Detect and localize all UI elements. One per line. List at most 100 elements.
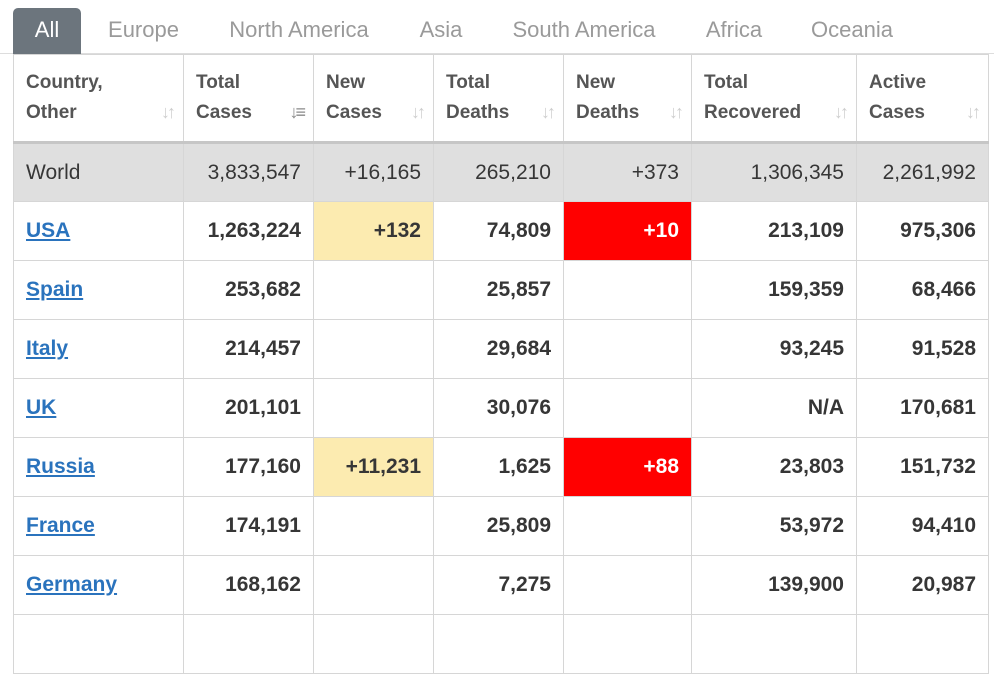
total-cases-cell: 201,101 (183, 378, 314, 438)
header-total-cases-line1: Total (196, 72, 240, 93)
country-link-uk[interactable]: UK (26, 396, 57, 419)
active-cases-cell: 20,987 (856, 555, 989, 615)
tab-asia[interactable]: Asia (419, 17, 463, 42)
covid-cases-table: Country, Other ↓↑ Total Cases ↓≡ New Cas… (13, 54, 989, 674)
country-cell: Russia (13, 437, 184, 497)
total-recovered-cell: 23,803 (691, 437, 857, 497)
world-row: World 3,833,547 +16,165 265,210 +373 1,3… (13, 142, 989, 202)
new-deaths-cell (563, 260, 692, 320)
header-new-deaths-line2: Deaths (576, 102, 640, 123)
total-cases-cell: 214,457 (183, 319, 314, 379)
sort-arrows-icon[interactable]: ↓↑ (966, 102, 981, 122)
new-cases-cell: +132 (313, 201, 434, 261)
header-active-cases-line1: Active (869, 72, 927, 93)
total-deaths-cell: 74,809 (433, 201, 564, 261)
header-new-deaths[interactable]: New Deaths ↓↑ (563, 54, 692, 144)
partial-cell (183, 614, 314, 674)
new-deaths-cell (563, 555, 692, 615)
sort-descending-icon[interactable]: ↓≡ (289, 102, 305, 122)
header-new-cases-line1: New (326, 72, 366, 93)
tab-africa[interactable]: Africa (705, 17, 763, 42)
world-label: World (13, 142, 184, 202)
world-new-deaths: +373 (563, 142, 692, 202)
total-cases-cell: 168,162 (183, 555, 314, 615)
new-deaths-cell (563, 319, 692, 379)
header-total-recovered-line2: Recovered (704, 102, 802, 123)
header-new-cases-line2: Cases (326, 102, 382, 123)
total-recovered-cell: N/A (691, 378, 857, 438)
country-cell: Spain (13, 260, 184, 320)
header-active-cases[interactable]: Active Cases ↓↑ (856, 54, 989, 144)
partial-cell (691, 614, 857, 674)
total-recovered-cell: 53,972 (691, 496, 857, 556)
table-row: Germany 168,162 7,275 139,900 20,987 (13, 555, 989, 615)
tab-north-america[interactable]: North America (229, 17, 369, 42)
country-cell: France (13, 496, 184, 556)
total-deaths-cell: 7,275 (433, 555, 564, 615)
partial-row (13, 614, 989, 674)
sort-arrows-icon[interactable]: ↓↑ (669, 102, 684, 122)
header-country-line2: Other (26, 102, 77, 123)
active-cases-cell: 91,528 (856, 319, 989, 379)
new-deaths-cell (563, 378, 692, 438)
world-total-recovered: 1,306,345 (691, 142, 857, 202)
total-deaths-cell: 1,625 (433, 437, 564, 497)
country-link-usa[interactable]: USA (26, 219, 71, 242)
total-deaths-cell: 30,076 (433, 378, 564, 438)
total-recovered-cell: 93,245 (691, 319, 857, 379)
sort-arrows-icon[interactable]: ↓↑ (834, 102, 849, 122)
total-cases-cell: 1,263,224 (183, 201, 314, 261)
world-total-deaths: 265,210 (433, 142, 564, 202)
header-total-recovered-line1: Total (704, 72, 748, 93)
active-cases-cell: 975,306 (856, 201, 989, 261)
new-cases-cell (313, 319, 434, 379)
header-country[interactable]: Country, Other ↓↑ (13, 54, 184, 144)
header-total-recovered[interactable]: Total Recovered ↓↑ (691, 54, 857, 144)
active-cases-cell: 68,466 (856, 260, 989, 320)
tab-south-america[interactable]: South America (512, 17, 656, 42)
header-total-deaths[interactable]: Total Deaths ↓↑ (433, 54, 564, 144)
tab-all[interactable]: All (13, 8, 81, 54)
region-tabs: All Europe North America Asia South Amer… (0, 0, 994, 54)
table-row: Italy 214,457 29,684 93,245 91,528 (13, 319, 989, 379)
total-cases-cell: 253,682 (183, 260, 314, 320)
total-deaths-cell: 25,809 (433, 496, 564, 556)
header-new-cases[interactable]: New Cases ↓↑ (313, 54, 434, 144)
header-country-line1: Country, (26, 72, 103, 93)
country-link-germany[interactable]: Germany (26, 573, 118, 596)
country-link-spain[interactable]: Spain (26, 278, 84, 301)
new-cases-cell (313, 260, 434, 320)
world-total-cases: 3,833,547 (183, 142, 314, 202)
partial-cell (563, 614, 692, 674)
total-recovered-cell: 139,900 (691, 555, 857, 615)
header-row: Country, Other ↓↑ Total Cases ↓≡ New Cas… (13, 54, 989, 144)
active-cases-cell: 94,410 (856, 496, 989, 556)
new-deaths-cell (563, 496, 692, 556)
total-deaths-cell: 29,684 (433, 319, 564, 379)
table-row: UK 201,101 30,076 N/A 170,681 (13, 378, 989, 438)
table-row: France 174,191 25,809 53,972 94,410 (13, 496, 989, 556)
sort-arrows-icon[interactable]: ↓↑ (161, 102, 176, 122)
tab-oceania[interactable]: Oceania (811, 17, 893, 42)
new-cases-cell: +11,231 (313, 437, 434, 497)
total-recovered-cell: 213,109 (691, 201, 857, 261)
header-total-cases[interactable]: Total Cases ↓≡ (183, 54, 314, 144)
new-deaths-cell: +88 (563, 437, 692, 497)
active-cases-cell: 170,681 (856, 378, 989, 438)
country-cell: UK (13, 378, 184, 438)
header-total-deaths-line1: Total (446, 72, 490, 93)
header-new-deaths-line1: New (576, 72, 616, 93)
sort-arrows-icon[interactable]: ↓↑ (541, 102, 556, 122)
partial-cell (13, 614, 184, 674)
country-link-italy[interactable]: Italy (26, 337, 69, 360)
new-deaths-cell: +10 (563, 201, 692, 261)
sort-arrows-icon[interactable]: ↓↑ (411, 102, 426, 122)
new-cases-cell (313, 378, 434, 438)
active-cases-cell: 151,732 (856, 437, 989, 497)
country-link-france[interactable]: France (26, 514, 95, 537)
table-row: USA 1,263,224 +132 74,809 +10 213,109 97… (13, 201, 989, 261)
total-recovered-cell: 159,359 (691, 260, 857, 320)
country-link-russia[interactable]: Russia (26, 455, 95, 478)
new-cases-cell (313, 555, 434, 615)
tab-europe[interactable]: Europe (108, 17, 179, 42)
